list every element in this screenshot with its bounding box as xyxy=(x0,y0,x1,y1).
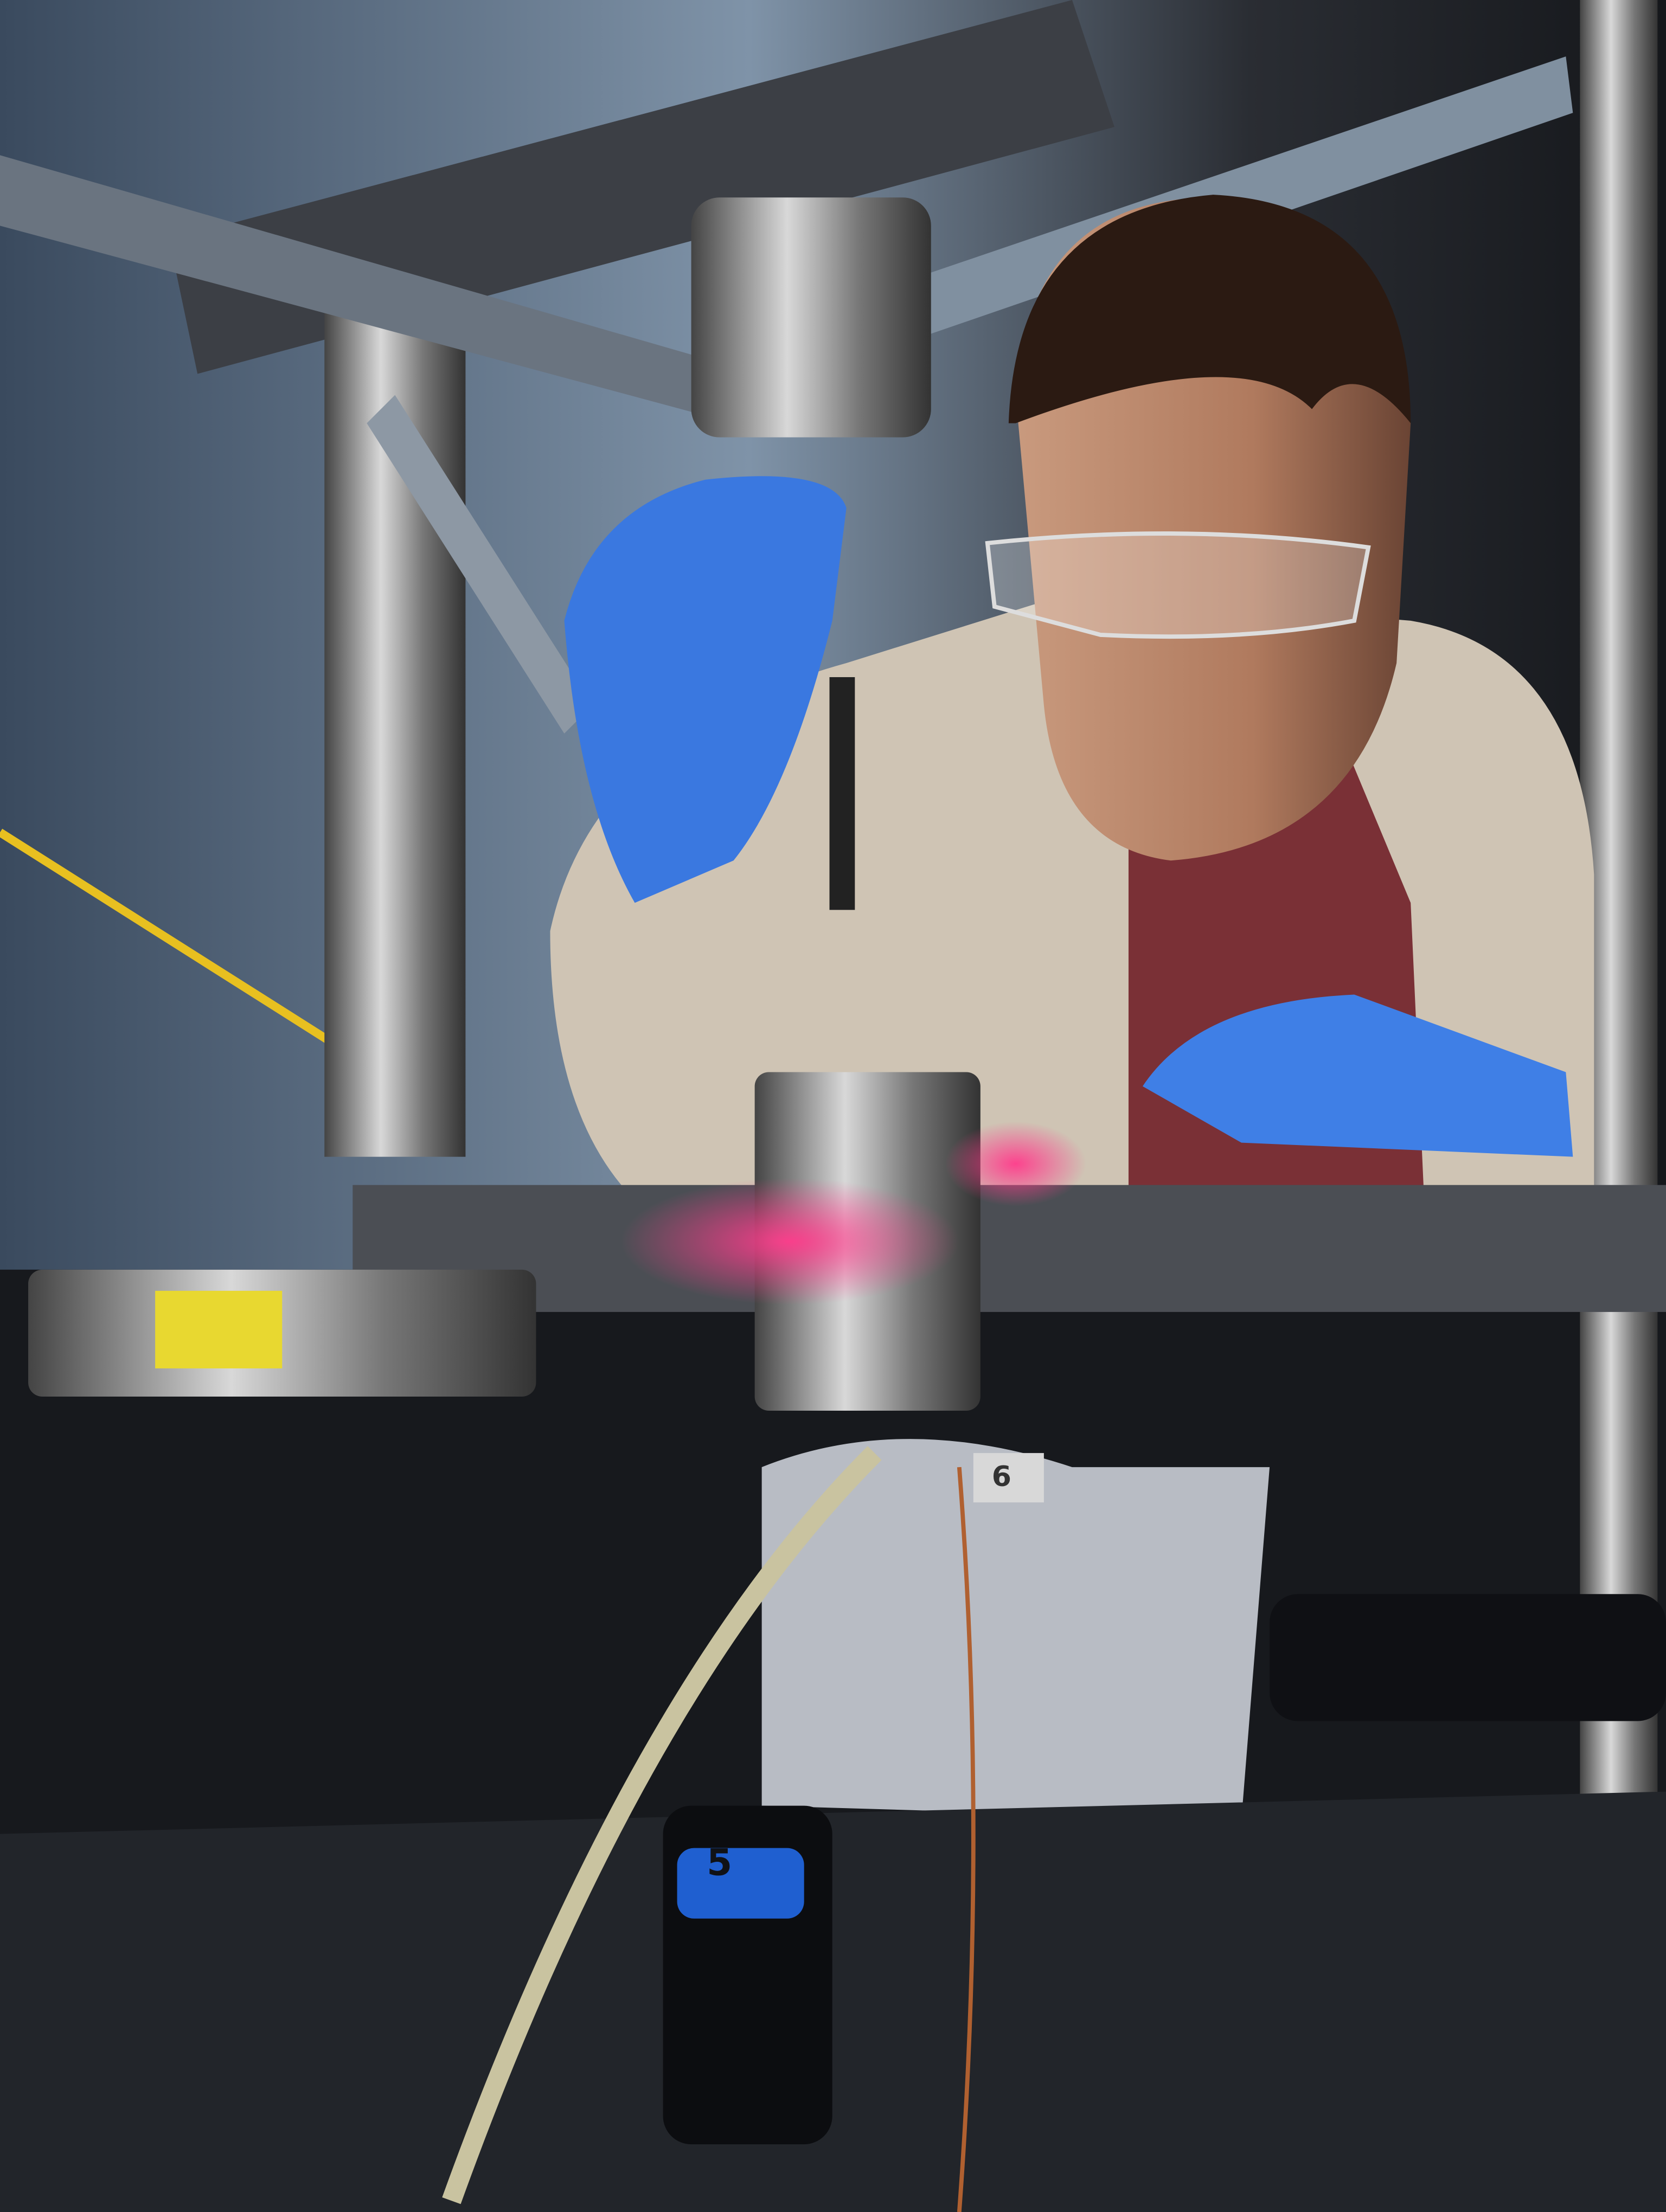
frame xyxy=(0,0,1658,1834)
person xyxy=(550,195,1594,1213)
tag-label: 6 xyxy=(992,1461,1011,1493)
cap-label: 5 xyxy=(707,1841,732,1883)
apparatus: 5 6 xyxy=(0,1072,1666,2212)
